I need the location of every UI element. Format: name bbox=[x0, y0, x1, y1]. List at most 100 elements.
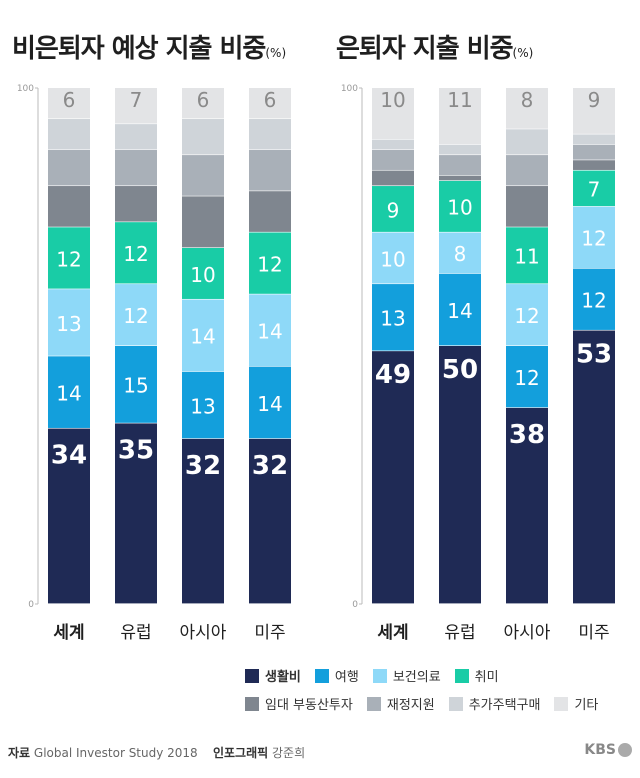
category-label: 유럽 bbox=[444, 623, 475, 643]
bar-value-label: 9 bbox=[387, 198, 400, 222]
bar-segment bbox=[573, 206, 615, 268]
bar-segment bbox=[249, 294, 291, 367]
bar-value-label: 10 bbox=[190, 263, 215, 287]
bar-segment bbox=[249, 88, 291, 119]
bar-segment bbox=[182, 155, 224, 196]
bar-segment bbox=[573, 330, 615, 604]
bar-segment bbox=[115, 222, 157, 284]
bar-segment bbox=[115, 423, 157, 604]
bar-segment bbox=[249, 366, 291, 439]
legend-label: 기타 bbox=[574, 698, 599, 713]
bar-value-label: 13 bbox=[190, 394, 215, 418]
bar-segment bbox=[439, 232, 481, 274]
bar-segment bbox=[115, 346, 157, 423]
legend-swatch bbox=[448, 696, 463, 711]
legend-row-1: 생활비 여행 보건의료 취미 bbox=[245, 666, 625, 685]
bar-segment bbox=[48, 186, 90, 227]
bar-value-label: 9 bbox=[588, 88, 601, 112]
bar-segment bbox=[249, 149, 291, 191]
legend-row-2: 임대 부동산투자 재정지원 추가주택구매 기타 bbox=[245, 694, 625, 713]
legend-swatch bbox=[554, 696, 569, 711]
kbs-logo: KBS bbox=[584, 742, 632, 758]
bar-segment bbox=[48, 118, 90, 150]
bar-value-label: 6 bbox=[197, 88, 210, 112]
bar-segment bbox=[573, 144, 615, 160]
bar-value-label: 14 bbox=[447, 299, 472, 323]
bar-value-label: 12 bbox=[123, 304, 148, 328]
bar-segment bbox=[573, 268, 615, 330]
credit-text: 강준희 bbox=[272, 746, 306, 760]
legend-swatch bbox=[366, 696, 381, 711]
bar-segment bbox=[439, 144, 481, 155]
legend-item-healthcare: 보건의료 bbox=[372, 666, 441, 685]
bar-segment bbox=[249, 438, 291, 604]
legend-label: 추가주택구매 bbox=[468, 698, 541, 713]
chart-title-text: 비은퇴자 예상 지출 비중 bbox=[12, 34, 266, 64]
bar-value-label: 12 bbox=[257, 252, 282, 276]
bar-segment bbox=[439, 273, 481, 346]
bar-segment bbox=[573, 88, 615, 134]
bar-segment bbox=[48, 227, 90, 289]
bar-value-label: 14 bbox=[56, 381, 81, 405]
bar-segment bbox=[372, 186, 414, 232]
chart-title-unit: (%) bbox=[512, 46, 534, 60]
bar-segment bbox=[506, 155, 548, 186]
bar-segment bbox=[48, 149, 90, 186]
bar-segment bbox=[372, 139, 414, 150]
legend-item-rental: 임대 부동산투자 bbox=[245, 694, 353, 713]
bar-segment bbox=[573, 170, 615, 207]
legend-item-hobby: 취미 bbox=[454, 666, 499, 685]
bar-value-label: 38 bbox=[509, 420, 545, 450]
bar-value-label: 34 bbox=[51, 441, 87, 471]
y-tick-label: 100 bbox=[17, 84, 34, 94]
legend-swatch bbox=[245, 696, 259, 711]
bar-segment bbox=[372, 284, 414, 351]
category-label: 아시아 bbox=[180, 623, 227, 643]
bar-value-label: 12 bbox=[581, 227, 606, 251]
category-label: 아시아 bbox=[504, 623, 551, 643]
bar-value-label: 32 bbox=[252, 451, 288, 481]
source-label: 자료 bbox=[8, 746, 31, 760]
bar-segment bbox=[439, 180, 481, 232]
bar-segment bbox=[506, 186, 548, 227]
bar-segment bbox=[372, 170, 414, 186]
bar-segment bbox=[249, 191, 291, 232]
legend-label: 여행 bbox=[334, 670, 359, 685]
bar-segment bbox=[573, 160, 615, 170]
bar-segment bbox=[372, 149, 414, 170]
y-tick-label: 100 bbox=[341, 84, 358, 94]
bar-value-label: 7 bbox=[130, 88, 143, 112]
bar-segment bbox=[182, 371, 224, 439]
bar-value-label: 8 bbox=[521, 88, 534, 112]
legend-label: 취미 bbox=[474, 670, 499, 685]
logo-circle-icon bbox=[618, 743, 632, 757]
bar-segment bbox=[48, 88, 90, 119]
bar-segment bbox=[115, 124, 157, 150]
legend-label: 임대 부동산투자 bbox=[265, 698, 353, 713]
bar-segment bbox=[506, 407, 548, 604]
bar-value-label: 12 bbox=[514, 304, 539, 328]
legend: 생활비 여행 보건의료 취미 임대 부동산투자 재정지원 추가주택구매 기타 bbox=[245, 666, 625, 722]
category-label: 미주 bbox=[578, 623, 609, 643]
bar-segment bbox=[182, 196, 224, 248]
bar-value-label: 15 bbox=[123, 374, 148, 398]
bar-value-label: 11 bbox=[514, 245, 539, 269]
y-tick-label: 0 bbox=[352, 600, 358, 610]
legend-item-travel: 여행 bbox=[314, 666, 359, 685]
legend-item-living: 생활비 bbox=[245, 666, 301, 685]
bar-segment bbox=[182, 299, 224, 372]
bar-segment bbox=[439, 346, 481, 604]
bar-value-label: 12 bbox=[123, 242, 148, 266]
category-label: 유럽 bbox=[120, 623, 151, 643]
bar-segment bbox=[115, 284, 157, 346]
bar-value-label: 13 bbox=[56, 312, 81, 336]
legend-label: 생활비 bbox=[265, 670, 301, 685]
legend-swatch bbox=[372, 668, 387, 683]
bar-value-label: 32 bbox=[185, 451, 221, 481]
chart-title-text: 은퇴자 지출 비중 bbox=[336, 34, 514, 64]
bar-segment bbox=[249, 232, 291, 294]
legend-label: 보건의료 bbox=[392, 670, 441, 685]
bar-segment bbox=[506, 346, 548, 408]
bar-segment bbox=[506, 88, 548, 129]
stacked-bar-charts: 0100341413126세계351512127유럽321314106아시아32… bbox=[17, 84, 615, 643]
